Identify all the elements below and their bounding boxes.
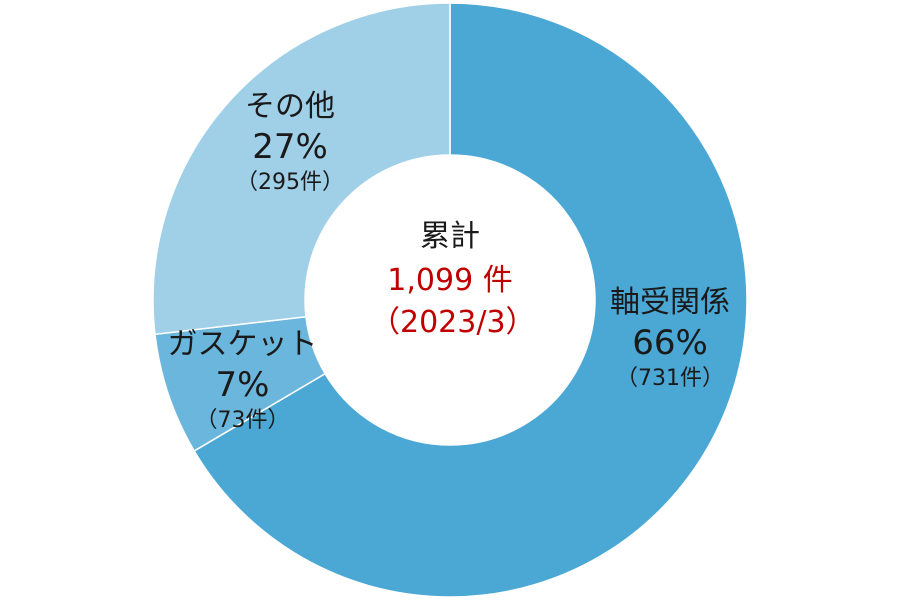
center-date: （2023/3） [370,305,536,340]
segment-percent: 66% [632,323,708,363]
segment-percent: 7% [215,365,270,405]
slice-other [152,2,451,336]
segment-label-other: その他 27% （295件） [210,92,370,194]
segment-percent: 27% [252,127,328,167]
segment-count: （295件） [236,170,344,195]
segment-name: ガスケット [167,327,318,362]
segment-count: （731件） [616,366,724,391]
slice-bearing [193,2,748,598]
center-title: 累計 [420,219,480,254]
segment-label-bearing: 軸受関係 66% （731件） [595,288,745,390]
segment-count: （73件） [195,408,290,433]
segment-name: 軸受関係 [610,285,730,320]
segment-label-gasket: ガスケット 7% （73件） [150,330,335,432]
center-label: 累計 1,099 件 （2023/3） [370,219,536,340]
center-total: 1,099 件 [387,263,513,298]
segment-name: その他 [245,89,335,124]
